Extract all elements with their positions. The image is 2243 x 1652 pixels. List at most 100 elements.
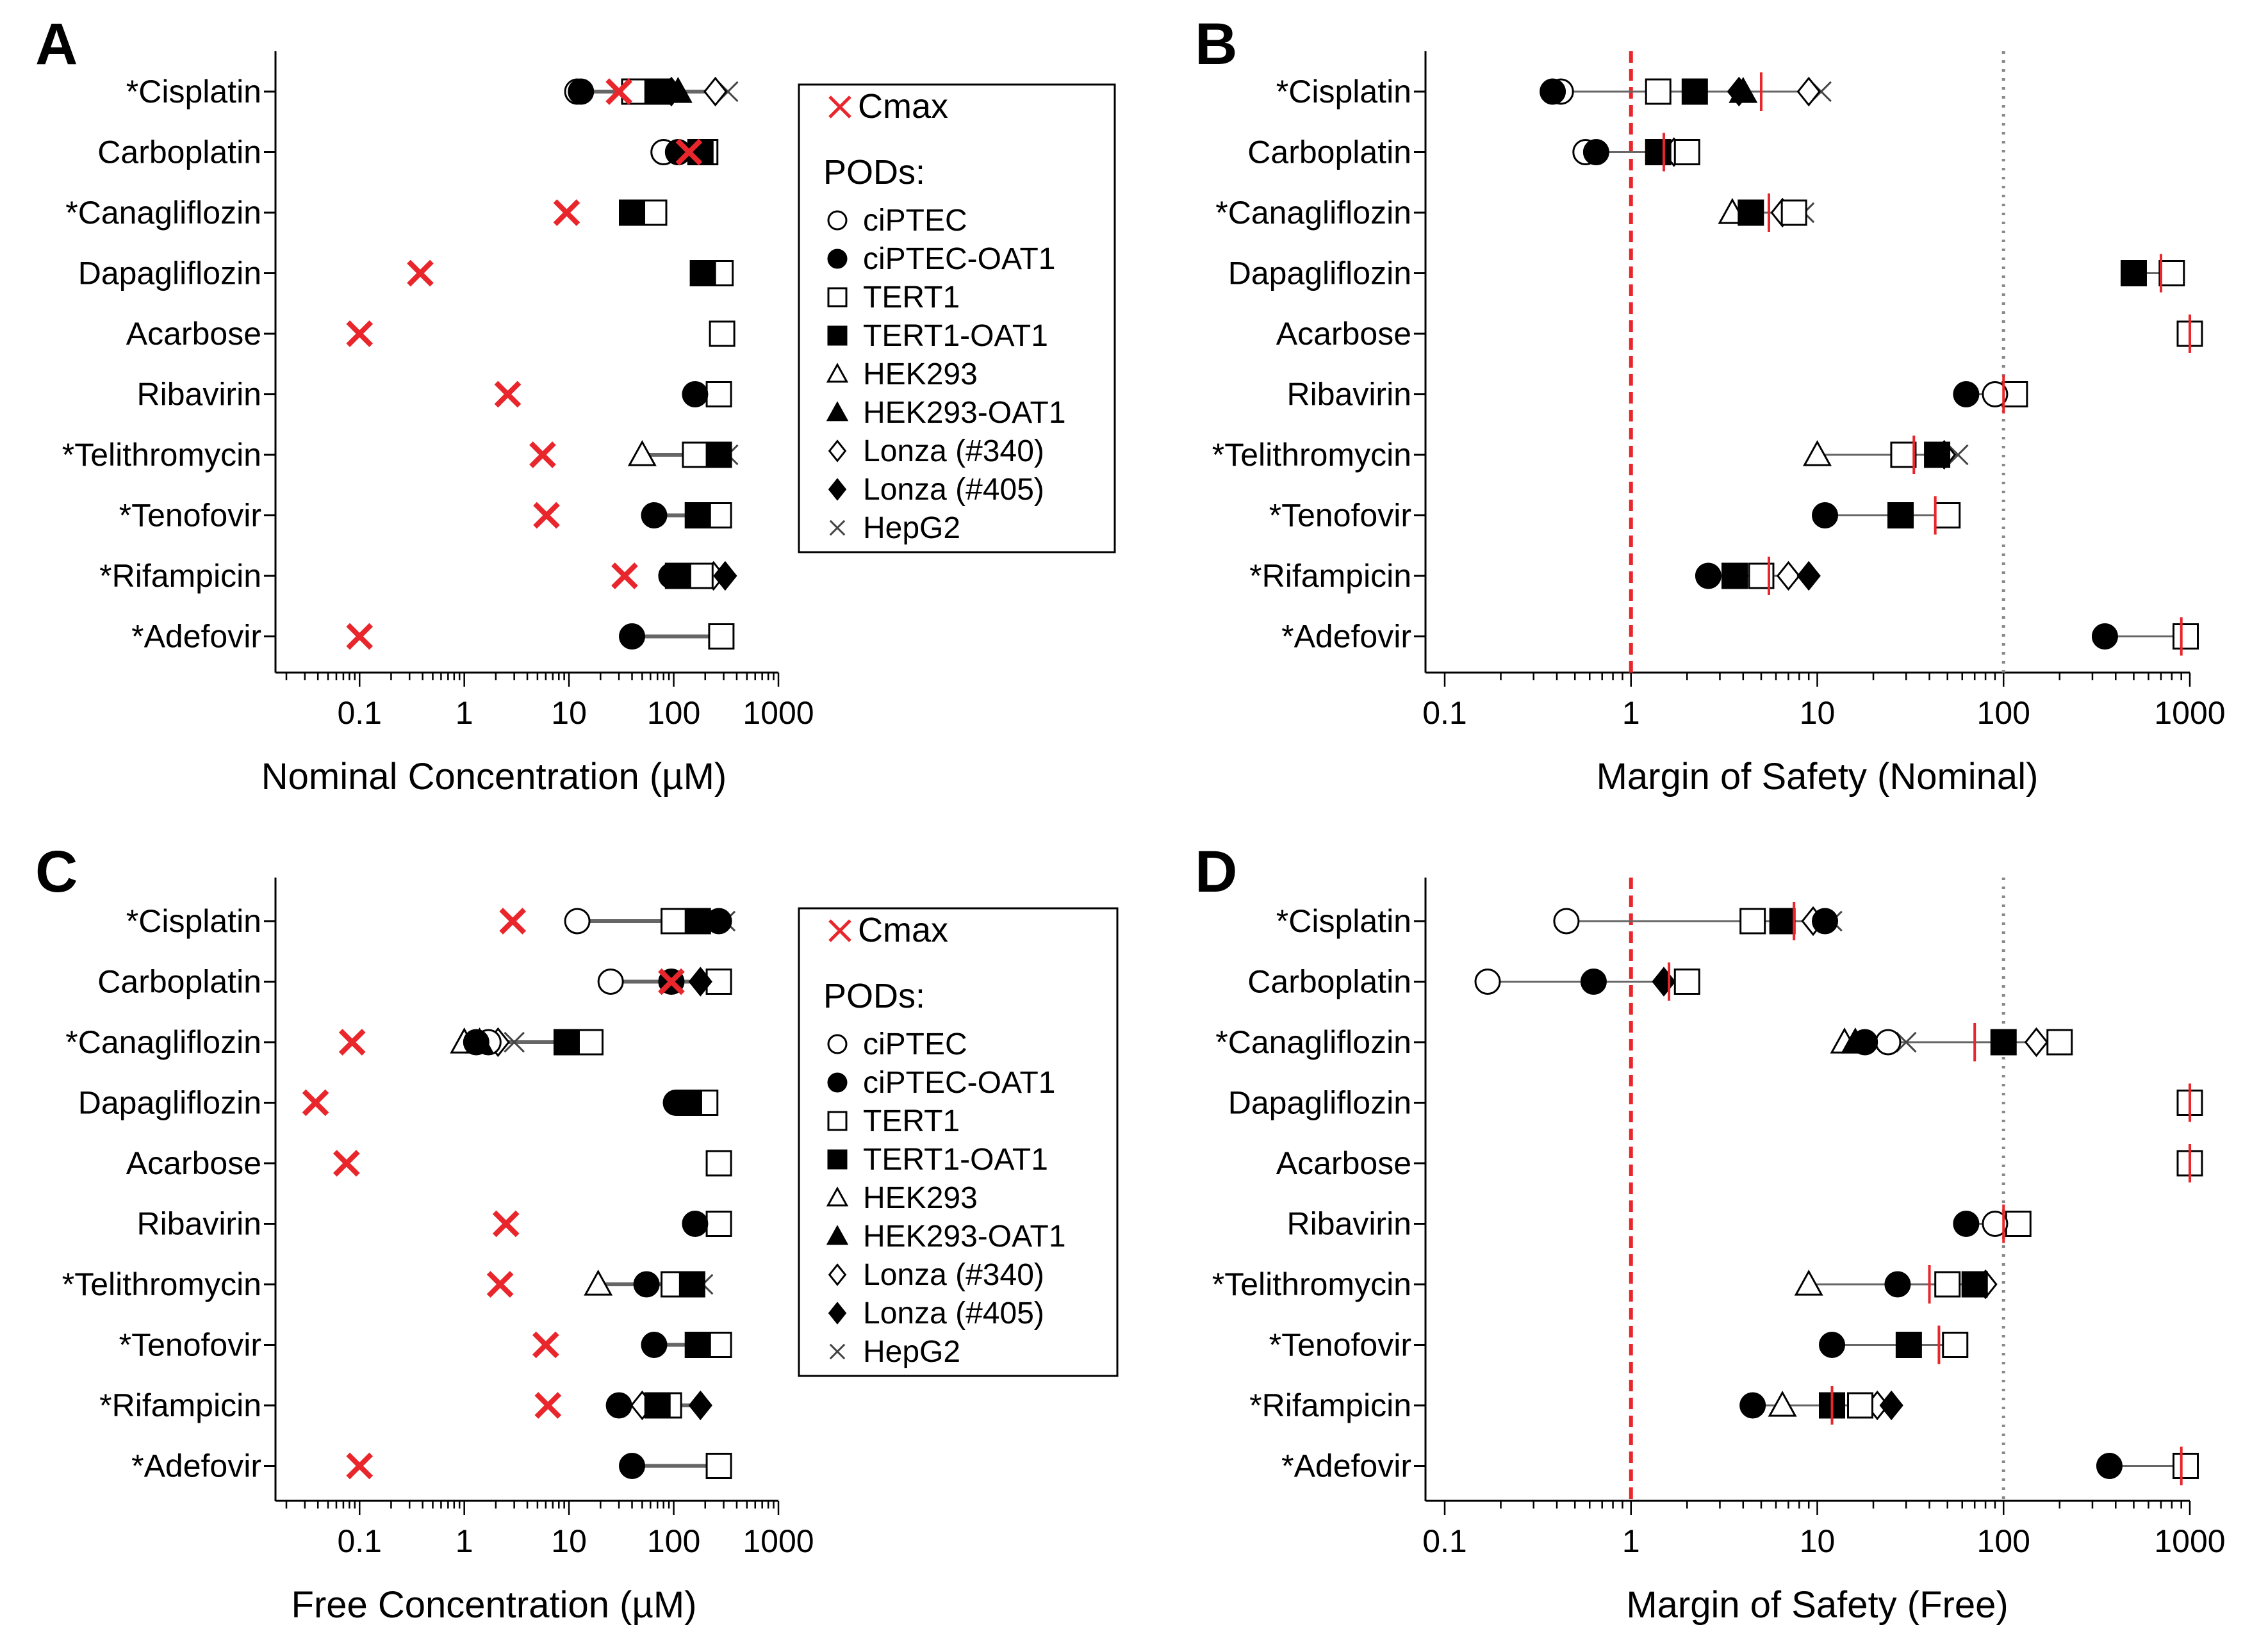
drug-label: Acarbose bbox=[1276, 316, 1411, 352]
legend-icon-hek293-oat1 bbox=[826, 1225, 849, 1245]
legend-cmax-label: Cmax bbox=[858, 911, 948, 949]
legend-icon-lonza-340- bbox=[828, 1263, 847, 1286]
cmax-marker bbox=[494, 380, 522, 408]
panel-letter: B bbox=[1195, 12, 1237, 77]
drug-label: *Rifampicin bbox=[99, 1387, 261, 1423]
x-tick-label: 0.1 bbox=[337, 695, 382, 731]
legend-item-label: ciPTEC-OAT1 bbox=[863, 1066, 1055, 1100]
x-tick-label: 100 bbox=[1977, 1523, 2030, 1559]
marker-tert1-oat1 bbox=[705, 441, 732, 468]
marker-tert1 bbox=[709, 320, 735, 347]
drug-label: *Telithromycin bbox=[62, 437, 261, 473]
legend-item-label: ciPTEC bbox=[863, 204, 967, 238]
marker-tert1-oat1 bbox=[553, 1029, 580, 1056]
x-axis-title: Nominal Concentration (µM) bbox=[261, 756, 727, 797]
drug-label: *Adefovir bbox=[131, 1448, 261, 1484]
legend-item-label: HEK293 bbox=[863, 1181, 978, 1215]
drug-label: Acarbose bbox=[126, 316, 261, 352]
marker-lonza-405- bbox=[1796, 560, 1821, 591]
cmax-marker bbox=[499, 908, 527, 935]
legend-icon-tert1 bbox=[827, 287, 848, 307]
legend-icon-hek293 bbox=[826, 363, 849, 383]
marker-ciptec-oat1 bbox=[1819, 1332, 1846, 1358]
marker-ciptec-oat1 bbox=[463, 1029, 489, 1056]
marker-hek293 bbox=[1803, 439, 1832, 466]
marker-lonza-340- bbox=[1796, 76, 1821, 107]
legend-icon-ciptec bbox=[827, 210, 848, 231]
marker-hek293 bbox=[627, 439, 657, 466]
cmax-marker bbox=[605, 78, 632, 105]
legend-item-label: TERT1 bbox=[863, 281, 960, 315]
marker-tert1 bbox=[641, 199, 668, 226]
drug-label: Acarbose bbox=[126, 1145, 261, 1181]
legend-cmax-label: Cmax bbox=[858, 87, 948, 126]
legend-item-label: Lonza (#405) bbox=[863, 473, 1044, 507]
marker-ciptec-oat1 bbox=[633, 1271, 660, 1298]
marker-ciptec-oat1 bbox=[1739, 1392, 1766, 1419]
marker-ciptec bbox=[1474, 969, 1501, 995]
marker-ciptec-oat1 bbox=[1852, 1029, 1878, 1056]
marker-tert1-oat1 bbox=[644, 1392, 671, 1419]
drug-label: *Adefovir bbox=[131, 619, 261, 655]
drug-label: *Tenofovir bbox=[119, 498, 261, 534]
legend-icon-ciptec-oat1 bbox=[827, 249, 848, 269]
marker-tert1-oat1 bbox=[2120, 260, 2147, 286]
marker-tert1 bbox=[2158, 260, 2185, 286]
marker-tert1-oat1 bbox=[1645, 139, 1672, 165]
marker-tert1-oat1 bbox=[1681, 78, 1708, 105]
drug-label: *Telithromycin bbox=[62, 1266, 261, 1302]
panel-letter: C bbox=[35, 839, 78, 904]
marker-ciptec-oat1 bbox=[1884, 1271, 1911, 1298]
drug-label: *Cisplatin bbox=[126, 74, 261, 110]
marker-tert1 bbox=[705, 1453, 732, 1479]
x-tick-label: 100 bbox=[647, 1523, 700, 1559]
marker-ciptec bbox=[1553, 908, 1580, 935]
marker-ciptec-oat1 bbox=[658, 562, 685, 589]
legend-item-label: Lonza (#340) bbox=[863, 434, 1044, 468]
cmax-marker bbox=[529, 441, 556, 468]
marker-ciptec bbox=[1982, 1211, 2009, 1237]
legend-icon-hek293-oat1 bbox=[826, 401, 849, 421]
x-tick-label: 1 bbox=[1622, 695, 1640, 731]
marker-ciptec-oat1 bbox=[605, 1392, 632, 1419]
drug-label: Ribavirin bbox=[1286, 377, 1411, 413]
drug-label: Acarbose bbox=[1276, 1145, 1411, 1181]
cmax-marker bbox=[486, 1271, 514, 1298]
legend-cmax-icon bbox=[828, 919, 851, 942]
x-tick-label: 1000 bbox=[2154, 1523, 2225, 1559]
marker-tert1 bbox=[1673, 969, 1700, 995]
drug-label: Ribavirin bbox=[136, 377, 261, 413]
cmax-marker bbox=[338, 1029, 366, 1056]
drug-label: *Canagliflozin bbox=[65, 195, 261, 231]
legend: Cmax PODs: ciPTEC ciPTEC-OAT1 TERT1 TERT1-OAT… bbox=[798, 83, 1116, 553]
marker-tert1-oat1 bbox=[1887, 502, 1914, 528]
x-tick-label: 100 bbox=[647, 695, 700, 731]
marker-ciptec bbox=[564, 908, 591, 935]
drug-label: Dapagliflozin bbox=[78, 1085, 261, 1121]
drug-label: *Telithromycin bbox=[1212, 437, 1411, 473]
marker-tert1-oat1 bbox=[689, 260, 716, 286]
drug-label: *Adefovir bbox=[1281, 619, 1411, 655]
drug-label: *Canagliflozin bbox=[1215, 195, 1411, 231]
marker-tert1 bbox=[705, 1211, 732, 1237]
legend-item-label: HEK293-OAT1 bbox=[863, 1220, 1066, 1254]
legend-item-label: HepG2 bbox=[863, 511, 960, 545]
marker-tert1-oat1 bbox=[1769, 908, 1796, 935]
drug-label: *Telithromycin bbox=[1212, 1266, 1411, 1302]
marker-tert1 bbox=[577, 1029, 604, 1056]
legend-pods-label: PODs: bbox=[823, 977, 925, 1015]
x-axis-title: Free Concentration (µM) bbox=[292, 1584, 697, 1626]
marker-tert1-oat1 bbox=[678, 1271, 705, 1298]
legend-icon-tert1-oat1 bbox=[827, 1149, 848, 1170]
x-tick-label: 0.1 bbox=[337, 1523, 382, 1559]
marker-ciptec bbox=[1875, 1029, 1902, 1056]
x-tick-label: 0.1 bbox=[1422, 1523, 1467, 1559]
drug-label: *Cisplatin bbox=[1276, 903, 1411, 939]
legend-item-label: TERT1 bbox=[863, 1104, 960, 1138]
marker-tert1-oat1 bbox=[684, 1332, 711, 1358]
marker-tert1 bbox=[2005, 1211, 2032, 1237]
x-tick-label: 10 bbox=[1800, 695, 1836, 731]
drug-label: *Canagliflozin bbox=[65, 1024, 261, 1060]
marker-hek293 bbox=[584, 1269, 613, 1296]
drug-label: *Cisplatin bbox=[126, 903, 261, 939]
